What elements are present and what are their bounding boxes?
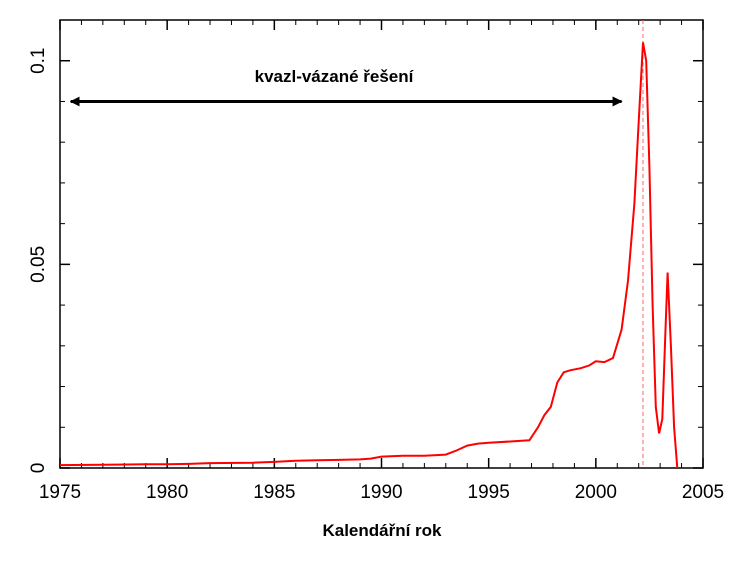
x-tick-label: 2005 [682, 482, 724, 503]
x-axis-ticks: 1975 1980 1985 1990 1995 2000 2005 [39, 20, 724, 503]
x-axis-minor-ticks [80, 20, 683, 468]
x-tick-label: 1980 [146, 482, 188, 503]
series-line [59, 42, 679, 469]
y-tick-label: 0.05 [28, 246, 49, 283]
x-tick-label: 1985 [253, 482, 295, 503]
x-tick-label: 1995 [468, 482, 510, 503]
x-axis-title: Kalendářní rok [322, 521, 442, 540]
plot-frame [59, 19, 704, 469]
x-tick-label: 1975 [39, 482, 81, 503]
x-tick-label: 1990 [360, 482, 402, 503]
y-tick-label: 0 [28, 463, 49, 474]
annotation-label: kvazl-vázané řešení [255, 67, 415, 86]
x-tick-label: 2000 [575, 482, 617, 503]
y-tick-label: 0.1 [28, 48, 49, 74]
y-axis-ticks: 0 0.05 0.1 [28, 48, 703, 474]
y-axis-minor-ticks [60, 100, 703, 428]
